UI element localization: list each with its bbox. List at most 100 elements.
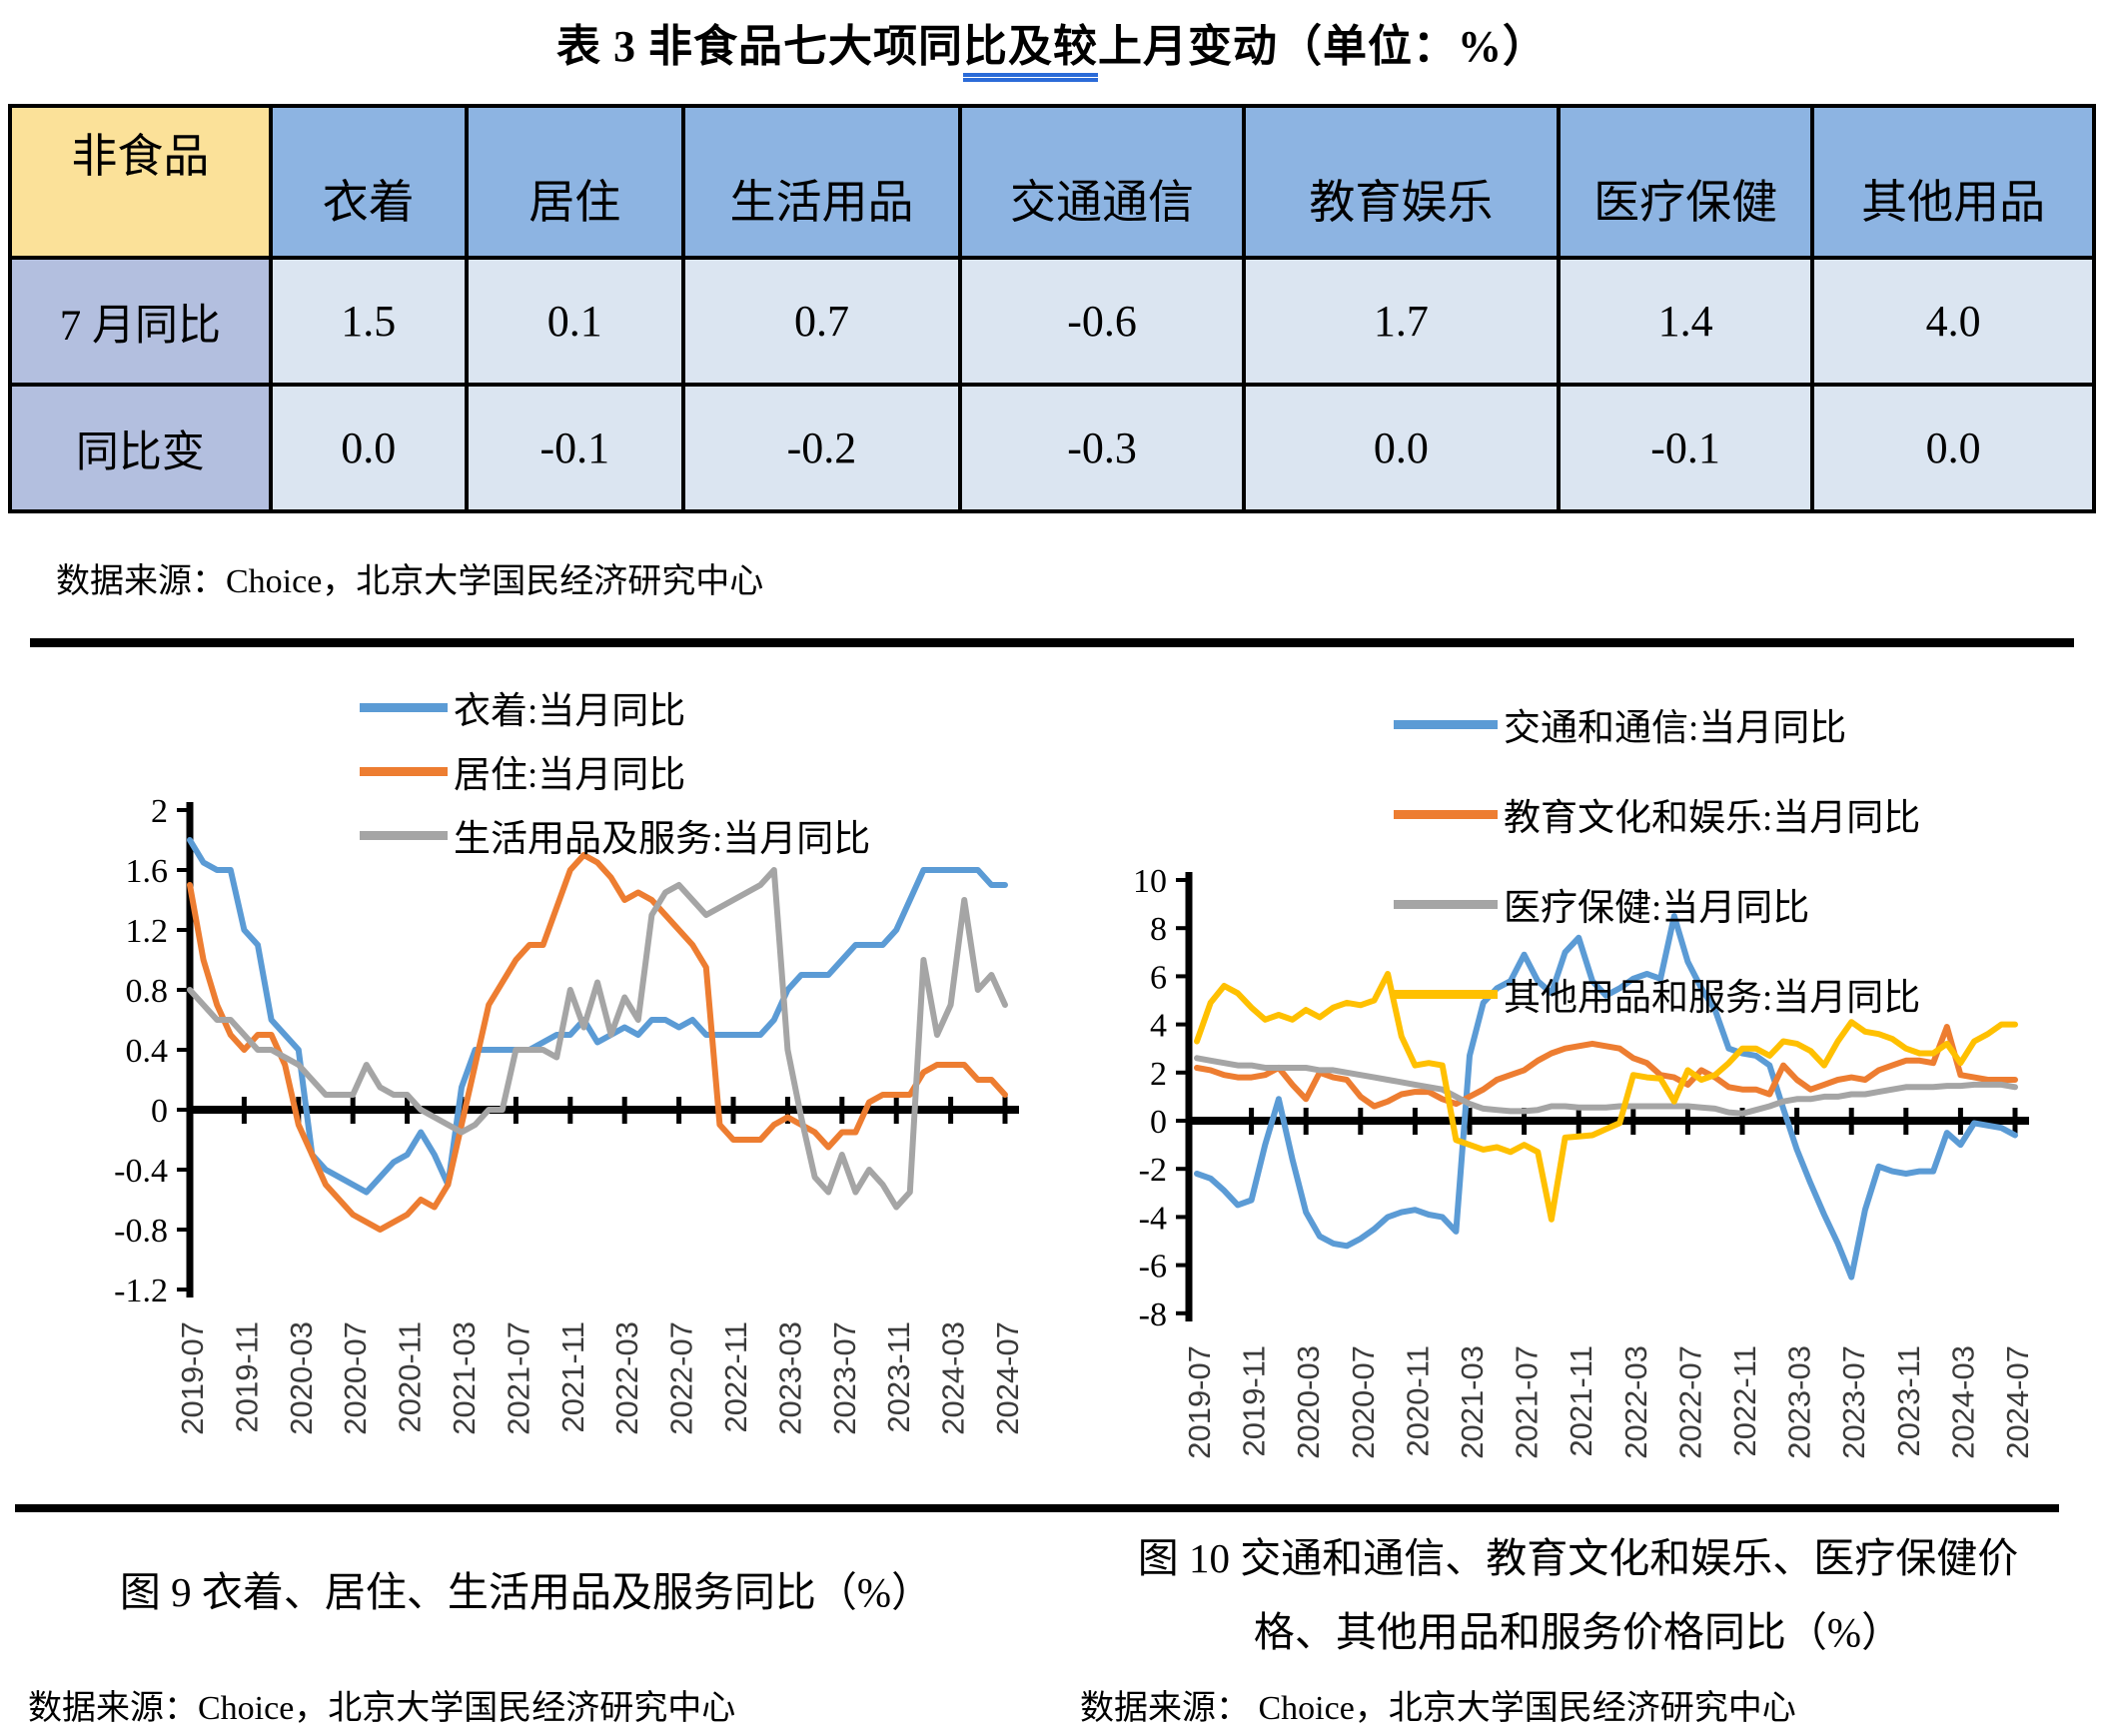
legend-label: 其他用品和服务:当月同比	[1504, 978, 1921, 1019]
svg-text:2020-11: 2020-11	[1400, 1345, 1435, 1456]
table-value: 1.4	[1556, 256, 1815, 387]
svg-text:2020-07: 2020-07	[338, 1321, 373, 1435]
svg-text:-0.8: -0.8	[114, 1213, 168, 1250]
svg-text:2020-03: 2020-03	[1291, 1345, 1326, 1459]
svg-text:2024-03: 2024-03	[936, 1321, 971, 1435]
legend-swatch	[1394, 989, 1498, 999]
title-text: 表 3 非食品七大项同	[556, 22, 963, 71]
svg-text:-6: -6	[1139, 1249, 1167, 1286]
legend-label: 教育文化和娱乐:当月同比	[1504, 798, 1921, 839]
table-value: 4.0	[1810, 256, 2096, 387]
svg-text:8: 8	[1150, 911, 1167, 948]
column-header: 交通通信	[958, 104, 1246, 260]
figure-9-caption-block: 图 9 衣着、居住、生活用品及服务同比（%） 数据来源：Choice，北京大学国…	[0, 1512, 1052, 1736]
legend-item: 居住:当月同比	[360, 739, 870, 803]
svg-text:2024-07: 2024-07	[2000, 1345, 2035, 1459]
legend-label: 居住:当月同比	[454, 755, 686, 796]
svg-text:2020-07: 2020-07	[1346, 1345, 1381, 1459]
svg-text:2023-03: 2023-03	[1782, 1345, 1817, 1459]
svg-text:2022-07: 2022-07	[1672, 1345, 1707, 1459]
svg-text:2021-03: 2021-03	[1455, 1345, 1490, 1459]
caption-line: 图 9 衣着、居住、生活用品及服务同比（%）	[119, 1569, 933, 1615]
svg-text:2019-11: 2019-11	[229, 1321, 264, 1432]
column-header: 居住	[464, 104, 685, 260]
svg-text:-4: -4	[1139, 1200, 1167, 1237]
legend-swatch	[1394, 719, 1498, 729]
figure-9-caption: 图 9 衣着、居住、生活用品及服务同比（%）	[0, 1556, 1052, 1630]
svg-text:2021-07: 2021-07	[501, 1321, 535, 1435]
table-source: 数据来源：Choice，北京大学国民经济研究中心	[56, 563, 764, 600]
table-value: 1.5	[268, 256, 469, 387]
captions-row: 图 9 衣着、居住、生活用品及服务同比（%） 数据来源：Choice，北京大学国…	[0, 1512, 2104, 1736]
svg-text:2023-07: 2023-07	[1836, 1345, 1871, 1459]
legend-label: 交通和通信:当月同比	[1504, 708, 1847, 749]
svg-text:2023-11: 2023-11	[1891, 1345, 1926, 1456]
table-corner-label: 非食品	[8, 104, 273, 260]
svg-text:2022-03: 2022-03	[1618, 1345, 1653, 1459]
table-value: 0.0	[1810, 383, 2096, 513]
svg-text:1.6: 1.6	[126, 853, 169, 890]
table-row: 同比变 0.0 -0.1 -0.2 -0.3 0.0 -0.1 0.0	[8, 383, 2096, 513]
legend-swatch	[360, 766, 448, 776]
legend-label: 衣着:当月同比	[454, 691, 686, 732]
legend-label: 医疗保健:当月同比	[1504, 888, 1810, 929]
chart-legend: 衣着:当月同比 居住:当月同比生活用品及服务:当月同比	[360, 675, 870, 867]
figure-9-source: 数据来源：Choice，北京大学国民经济研究中心	[28, 1690, 736, 1727]
svg-text:0: 0	[1150, 1104, 1167, 1141]
legend-item: 其他用品和服务:当月同比	[1394, 949, 1920, 1039]
svg-text:10: 10	[1133, 863, 1167, 900]
column-header: 医疗保健	[1556, 104, 1815, 260]
table-value: 0.7	[680, 256, 963, 387]
legend-swatch	[360, 830, 448, 840]
line-chart-svg: 10 8 6 4 2 0 -2 -4 -6 -8 2019-07 2019-11 2020-03 2020…	[1133, 863, 2035, 1459]
svg-text:2021-11: 2021-11	[555, 1321, 590, 1432]
column-header: 生活用品	[680, 104, 963, 260]
table-row: 7 月同比 1.5 0.1 0.7 -0.6 1.7 1.4 4.0	[8, 256, 2096, 387]
svg-text:2019-11: 2019-11	[1237, 1345, 1272, 1456]
legend-item: 交通和通信:当月同比	[1394, 679, 1920, 769]
svg-text:-0.4: -0.4	[114, 1153, 168, 1190]
svg-text:2022-11: 2022-11	[718, 1321, 753, 1432]
svg-text:4: 4	[1150, 1008, 1167, 1045]
svg-text:2021-03: 2021-03	[447, 1321, 482, 1435]
svg-text:6: 6	[1150, 959, 1167, 996]
svg-text:2020-03: 2020-03	[284, 1321, 319, 1435]
svg-text:2: 2	[151, 793, 168, 830]
table-value: -0.3	[958, 383, 1246, 513]
svg-text:2022-03: 2022-03	[609, 1321, 644, 1435]
legend-swatch	[360, 702, 448, 712]
legend-swatch	[1394, 899, 1498, 909]
legend-swatch	[1394, 809, 1498, 819]
nonfood-cpi-table: 非食品 衣着 居住 生活用品 交通通信 教育娱乐 医疗保健 其他用品 7 月同比…	[8, 104, 2096, 513]
figure-10-source: 数据来源： Choice，北京大学国民经济研究中心	[1080, 1690, 1796, 1727]
legend-label: 生活用品及服务:当月同比	[454, 819, 871, 860]
row-label: 7 月同比	[8, 256, 273, 387]
svg-text:2020-11: 2020-11	[393, 1321, 428, 1432]
chart-legend: 交通和通信:当月同比教育文化和娱乐:当月同比 医疗保健:当月同比其他用品和服务:当…	[1394, 679, 1920, 1039]
caption-line: 图 10 交通和通信、教育文化和娱乐、医疗保健价	[1137, 1535, 2019, 1581]
svg-text:-1.2: -1.2	[114, 1273, 168, 1309]
svg-text:2022-07: 2022-07	[664, 1321, 699, 1435]
legend-item: 衣着:当月同比	[360, 675, 870, 739]
svg-text:-2: -2	[1139, 1152, 1167, 1189]
table-value: 0.1	[464, 256, 685, 387]
table-value: -0.2	[680, 383, 963, 513]
svg-text:2024-07: 2024-07	[990, 1321, 1025, 1435]
svg-text:2021-07: 2021-07	[1510, 1345, 1545, 1459]
table-value: 1.7	[1241, 256, 1561, 387]
column-header: 教育娱乐	[1241, 104, 1561, 260]
svg-text:-8: -8	[1139, 1297, 1167, 1333]
table-value: 0.0	[1241, 383, 1561, 513]
caption-line: 格、其他用品和服务价格同比（%）	[1253, 1608, 1903, 1655]
svg-text:0.8: 0.8	[126, 973, 169, 1010]
svg-text:2024-03: 2024-03	[1945, 1345, 1980, 1459]
table-value: 0.0	[268, 383, 469, 513]
table-value: -0.1	[464, 383, 685, 513]
figure-10-caption-block: 图 10 交通和通信、教育文化和娱乐、医疗保健价 格、其他用品和服务价格同比（%）…	[1052, 1512, 2104, 1736]
table-value: -0.1	[1556, 383, 1815, 513]
row-label: 同比变	[8, 383, 273, 513]
legend-item: 生活用品及服务:当月同比	[360, 803, 870, 867]
charts-row: 2 1.6 1.2 0.8 0.4 0 -0.4 -0.8 -1.2 2019-07 2019-11…	[0, 647, 2104, 1492]
figure-9-chart: 2 1.6 1.2 0.8 0.4 0 -0.4 -0.8 -1.2 2019-07 2019-11…	[30, 659, 1039, 1492]
